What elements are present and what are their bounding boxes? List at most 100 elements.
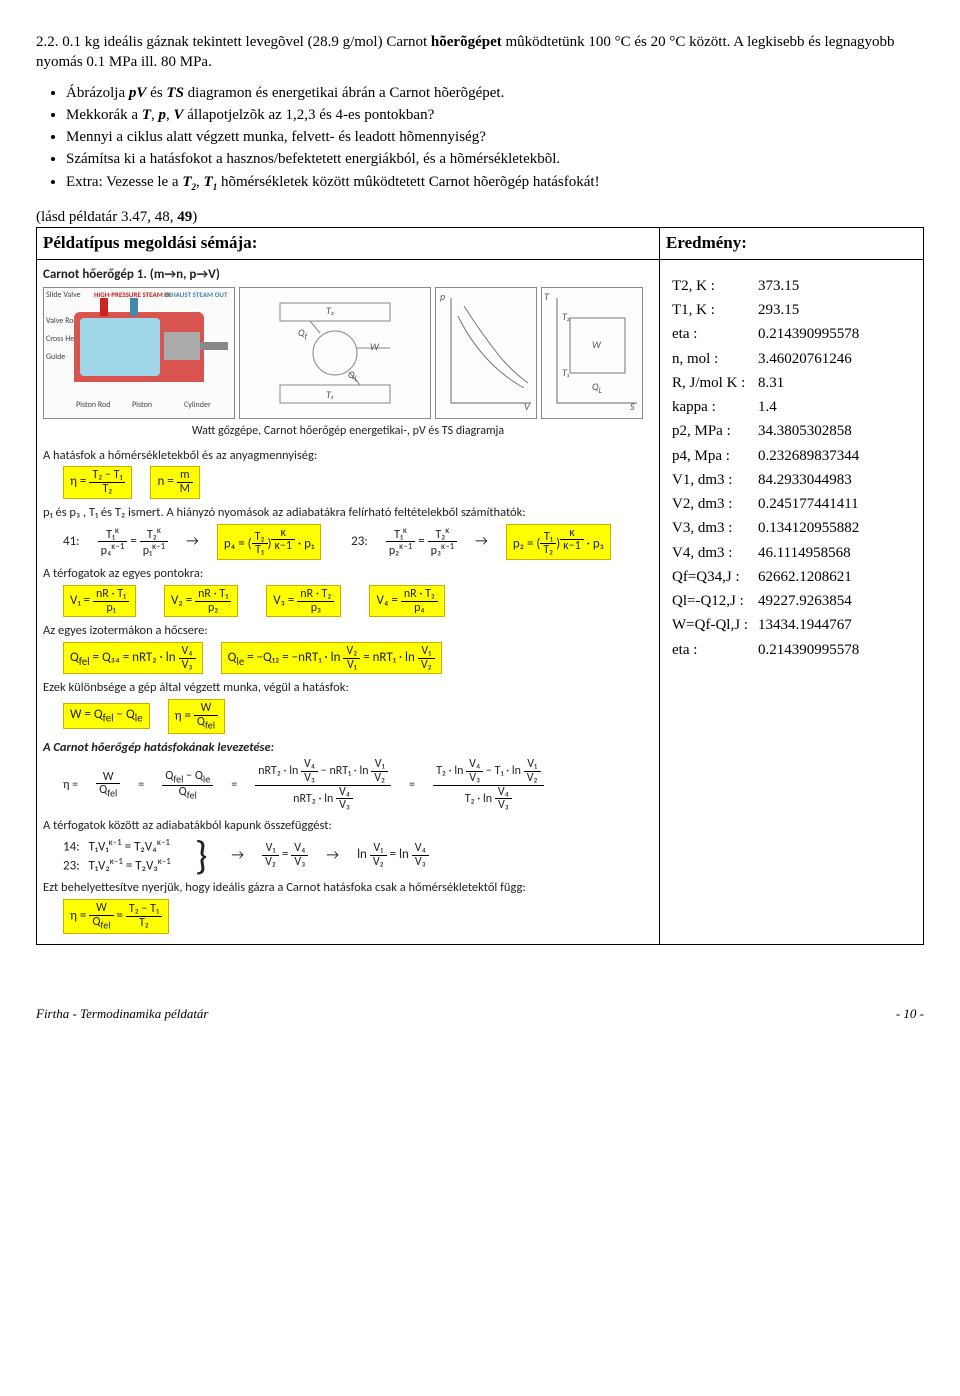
task-list: Ábrázolja pV és TS diagramon és energeti…: [66, 83, 924, 193]
table-row: V3, dm3 :0.134120955882: [666, 516, 865, 540]
see-also: (lásd példatár 3.47, 48, 49): [36, 207, 924, 227]
eq-work-eta: W = Qfel − Qle η = WQfel: [63, 699, 653, 733]
eq-final: η = WQfel = T₂ − T₁T₂: [63, 899, 653, 933]
eq-line-41: 41: T₁κp₄κ−1 = T₂κp₁κ−1 → p₄ = (T₂T₁)κκ−…: [63, 524, 653, 561]
watt-engine-illustration: Slide Valve HIGH-PRESSURE STEAM IN EXHAU…: [43, 287, 235, 419]
list-item: Extra: Vezesse le a T2, T1 hõmérsékletek…: [66, 172, 924, 193]
result-value: 0.245177441411: [752, 492, 865, 516]
solution-cell: Carnot hőerőgép 1. (m→n, p→V) Slide Valv…: [37, 259, 660, 944]
result-value: 3.46020761246: [752, 347, 865, 371]
eq-text: T₁κp₄κ−1 = T₂κp₁κ−1: [98, 526, 169, 558]
eq-eta-deriv: η = WQfel = Qfel − QleQfel = nRT₂ · ln V…: [63, 758, 653, 811]
result-value: 293.15: [752, 298, 865, 322]
solution-title: Carnot hőerőgép 1. (m→n, p→V): [43, 266, 653, 284]
result-label: n, mol :: [666, 347, 752, 371]
table-row: p4, Mpa :0.232689837344: [666, 444, 865, 468]
result-label: V3, dm3 :: [666, 516, 752, 540]
result-label: p4, Mpa :: [666, 444, 752, 468]
table-row: R, J/mol K :8.31: [666, 371, 865, 395]
pv-diagram-sketch: p V: [435, 287, 537, 419]
result-value: 0.214390995578: [752, 638, 865, 662]
result-label: W=Qf-Ql,J :: [666, 613, 752, 637]
footer-left: Firtha - Termodinamika példatár: [36, 1005, 209, 1023]
result-label: R, J/mol K :: [666, 371, 752, 395]
result-label: p2, MPa :: [666, 419, 752, 443]
eq-volumes: V₁ = nR · T₁p₁ V₂ = nR · T₁p₂ V₃ = nR · …: [63, 585, 653, 617]
eq-highlight: V₃ = nR · T₂p₃: [266, 585, 341, 617]
eq-highlight: Qfel = Q₃₄ = nRT₂ · ln V₄V₃: [63, 642, 203, 674]
eq-eta-n: η = T₂ − T₁T₂ n = mM: [63, 466, 653, 498]
list-item: Számítsa ki a hatásfokot a hasznos/befek…: [66, 149, 924, 169]
result-label: T2, K :: [666, 274, 752, 298]
para-p5: Ezek különbsége a gép által végzett munk…: [43, 680, 653, 697]
result-value: 1.4: [752, 395, 865, 419]
result-value: 62662.1208621: [752, 565, 865, 589]
result-label: eta :: [666, 638, 752, 662]
page-footer: Firtha - Termodinamika példatár - 10 -: [36, 1005, 924, 1023]
eq-highlight: Qle = −Q₁₂ = −nRT₁ · ln V₂V₁ = nRT₁ · ln…: [221, 642, 442, 674]
list-item: Mekkorák a T, p, V állapotjelzõk az 1,2,…: [66, 105, 924, 125]
table-row: eta :0.214390995578: [666, 638, 865, 662]
ts-diagram-sketch: T T₂ T₁ W QL S: [541, 287, 643, 419]
diagram-caption: Watt gőzgépe, Carnot hőerőgép energetika…: [43, 423, 653, 439]
result-value: 0.134120955882: [752, 516, 865, 540]
para-p3: A térfogatok az egyes pontokra:: [43, 566, 653, 583]
result-label: V4, dm3 :: [666, 541, 752, 565]
arrow-icon: →: [326, 846, 339, 865]
left-header: Példatípus megoldási sémája:: [37, 227, 660, 259]
result-label: V1, dm3 :: [666, 468, 752, 492]
eq-highlight: n = mM: [150, 466, 199, 498]
para-p2: p₁ és p₃ , T₁ és T₂ ismert. A hiányzó ny…: [43, 505, 653, 522]
valve-shape: [100, 298, 108, 316]
table-row: V2, dm3 :0.245177441411: [666, 492, 865, 516]
list-item: Ábrázolja pV és TS diagramon és energeti…: [66, 83, 924, 103]
footer-right: - 10 -: [896, 1005, 924, 1023]
table-row: W=Qf-Ql,J :13434.1944767: [666, 613, 865, 637]
result-value: 8.31: [752, 371, 865, 395]
eq-highlight: η = T₂ − T₁T₂: [63, 466, 132, 498]
eq-heat: Qfel = Q₃₄ = nRT₂ · ln V₄V₃ Qle = −Q₁₂ =…: [63, 642, 653, 674]
table-row: V1, dm3 :84.2933044983: [666, 468, 865, 492]
eq-highlight: p₄ = (T₂T₁)κκ−1 · p₁: [217, 524, 321, 561]
para-p7: A térfogatok között az adiabatákból kapu…: [43, 818, 653, 835]
eq-highlight: V₁ = nR · T₁p₁: [63, 585, 136, 617]
energy-diagram-sketch: T₂ Qf W QL T₁: [239, 287, 431, 419]
table-row: p2, MPa :34.3805302858: [666, 419, 865, 443]
valve-shape: [130, 298, 138, 316]
table-row: eta :0.214390995578: [666, 322, 865, 346]
list-item: Mennyi a ciklus alatt végzett munka, fel…: [66, 127, 924, 147]
arrow-icon: →: [475, 532, 488, 551]
piston-shape: [164, 332, 200, 360]
result-value: 13434.1944767: [752, 613, 865, 637]
table-row: T2, K :373.15: [666, 274, 865, 298]
arrow-icon: →: [231, 846, 244, 865]
arrow-icon: →: [186, 532, 199, 551]
eq-adiabat: 14: T₁V₁κ−1 = T₂V₄κ−1 23: T₁V₂κ−1 = T₂V₃…: [63, 837, 653, 875]
results-table: T2, K :373.15T1, K :293.15eta :0.2143909…: [666, 274, 865, 662]
table-row: V4, dm3 :46.1114958568: [666, 541, 865, 565]
result-value: 34.3805302858: [752, 419, 865, 443]
table-row: Qf=Q34,J :62662.1208621: [666, 565, 865, 589]
result-label: V2, dm3 :: [666, 492, 752, 516]
result-label: Ql=-Q12,J :: [666, 589, 752, 613]
result-label: T1, K :: [666, 298, 752, 322]
table-row: n, mol :3.46020761246: [666, 347, 865, 371]
eq-highlight: η = WQfel = T₂ − T₁T₂: [63, 899, 169, 933]
problem-statement: 2.2. 0.1 kg ideális gáznak tekintett lev…: [36, 32, 924, 73]
table-row: Ql=-Q12,J :49227.9263854: [666, 589, 865, 613]
problem-number: 2.2.: [36, 34, 59, 50]
main-table: Példatípus megoldási sémája: Eredmény: C…: [36, 227, 924, 945]
para-hatásfok: A hatásfok a hőmérsékletekből és az anya…: [43, 448, 653, 465]
brace-icon: }: [195, 846, 208, 866]
para-p6: A Carnot hőerőgép hatásfokának levezetés…: [43, 740, 653, 757]
result-value: 0.232689837344: [752, 444, 865, 468]
para-p8: Ezt behelyettesítve nyerjük, hogy ideáli…: [43, 880, 653, 897]
table-row: kappa :1.4: [666, 395, 865, 419]
eq-highlight: W = Qfel − Qle: [63, 703, 150, 729]
result-value: 373.15: [752, 274, 865, 298]
eq-highlight: η = WQfel: [168, 699, 226, 733]
engine-chamber-shape: [80, 318, 160, 376]
rod-shape: [200, 342, 228, 350]
result-value: 84.2933044983: [752, 468, 865, 492]
result-label: eta :: [666, 322, 752, 346]
